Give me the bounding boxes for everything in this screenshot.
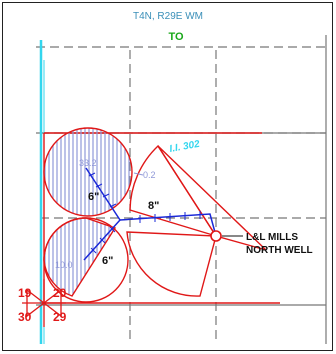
corner-label-19: 19 — [18, 286, 32, 300]
main-pipe-size: 8" — [148, 200, 159, 212]
corner-label-30: 30 — [18, 310, 32, 324]
township-range-label: T4N, R29E WM — [133, 11, 203, 22]
to-label: TO — [168, 31, 184, 43]
upper-area-label: 33.2 — [79, 158, 97, 168]
small-area-label: 0.2 — [143, 170, 156, 180]
well-name-line2: NORTH WELL — [246, 245, 313, 256]
upper-pipe-size: 6" — [88, 191, 99, 203]
corner-label-29: 29 — [53, 310, 67, 324]
corner-label-20: 20 — [53, 286, 67, 300]
lower-pipe-size: 6" — [102, 255, 113, 267]
well-name-line1: L&L MILLS — [246, 232, 298, 243]
lower-area-label: 10.0 — [55, 260, 73, 270]
well-icon — [211, 231, 221, 241]
